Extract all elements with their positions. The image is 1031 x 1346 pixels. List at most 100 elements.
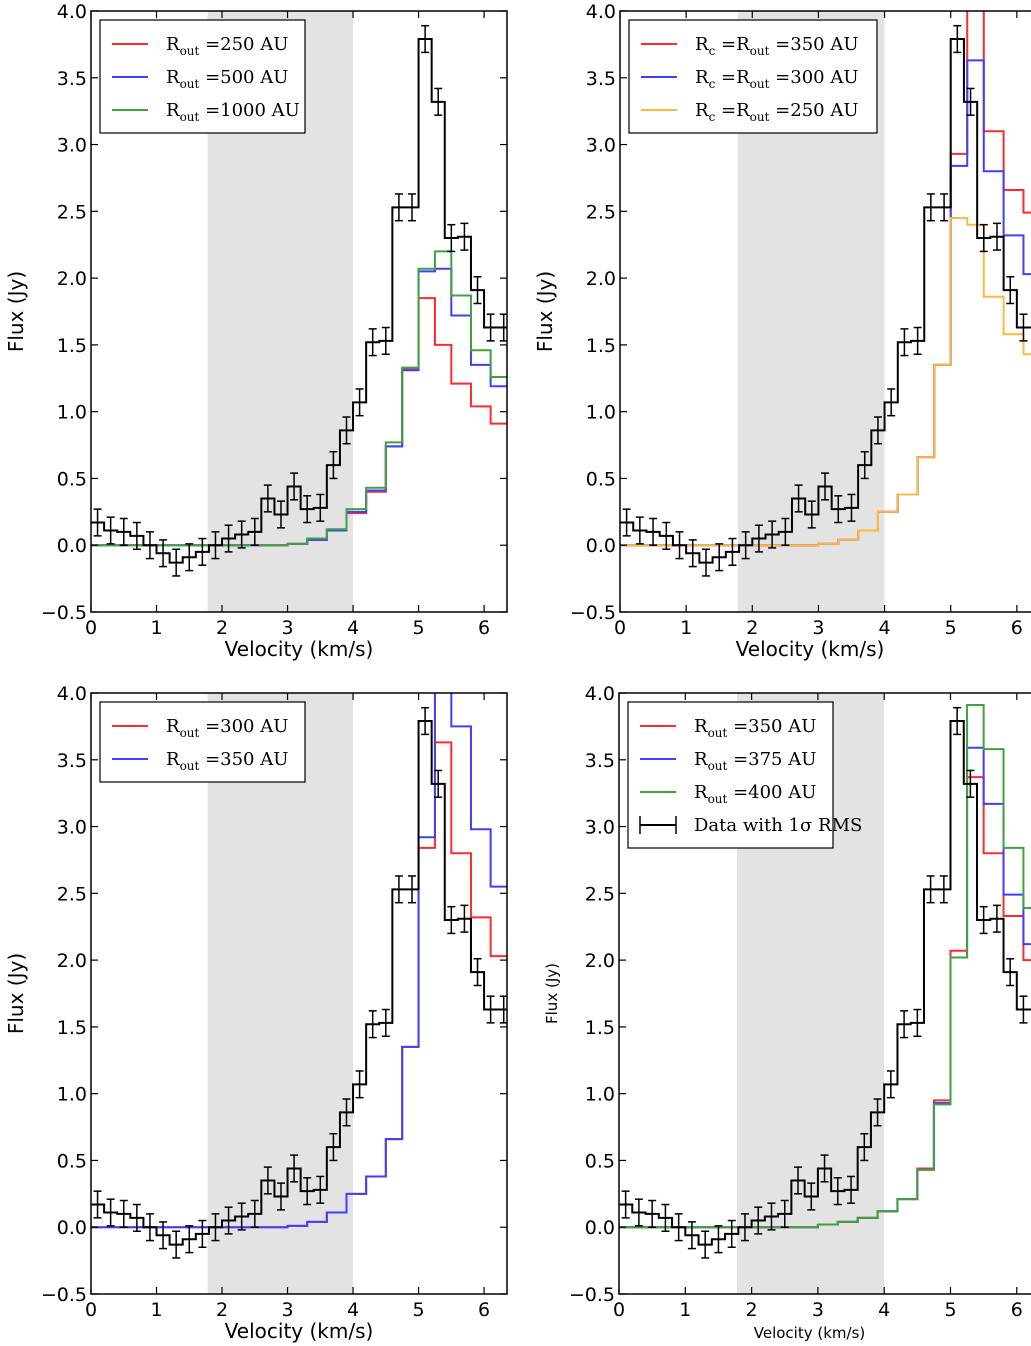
chart-panel-bottom-right: −0.5 0.0 0.5 1.0 1.5 2.0 2.5 3.0 3.5 4.0 0 1 2 3 4 5 6 Ve… [543,683,1031,1342]
y-tick-label: 1.5 [586,335,616,357]
y-tick-label: 3.0 [585,817,615,839]
error-bar [767,1202,776,1231]
model-series-2 [91,693,507,1229]
y-tick-label: 4.0 [57,1,87,23]
error-bar [727,1219,736,1249]
error-bar [132,1203,141,1232]
x-tick-label: 2 [746,1299,758,1321]
error-bar [953,24,962,54]
error-bar [263,1166,272,1195]
error-bar [159,1221,168,1250]
error-bar [290,1154,299,1183]
y-tick-label: −0.5 [41,1284,87,1306]
legend-entry: Rc =Rout =350 AU [695,34,859,58]
error-bar [926,875,935,904]
x-axis-label: Velocity (km/s) [225,1319,374,1343]
error-bar [355,1070,364,1099]
error-bar [408,193,417,222]
error-bar [913,326,922,355]
error-bar [701,548,710,577]
legend-box [99,19,306,134]
x-tick-label: 4 [347,617,359,639]
error-bar [434,87,443,116]
error-bar [675,531,684,560]
error-bar [250,1199,259,1228]
x-tick-label: 0 [85,617,97,639]
x-tick-label: 0 [85,1299,97,1321]
chart-panel-top-right: −0.5 0.0 0.5 1.0 1.5 2.0 2.5 3.0 3.5 4.0 0 1 2 3 4 5 6 Ve… [533,1,1031,661]
legend-entry: Rc =Rout =250 AU [695,100,859,124]
x-tick-label: 5 [944,1299,956,1321]
error-bar [159,539,168,568]
error-bar [754,524,763,553]
chart-panel-top-left: −0.5 0.0 0.5 1.0 1.5 2.0 2.5 3.0 3.5 4.0 0 1 2 3 4 5 6 Ve… [4,1,508,661]
legend-entry: Rout =1000 AU [166,100,300,124]
error-bar [145,1213,154,1242]
error-bar [224,1206,233,1235]
error-bar [674,1213,683,1242]
error-bar [224,524,233,553]
error-bar [198,537,207,567]
x-tick-label: 5 [413,617,425,639]
error-bar [185,1225,194,1254]
error-bar [634,1198,643,1227]
error-bar [276,500,285,529]
model-series-3 [619,704,1031,1229]
y-tick-label: −0.5 [569,1284,615,1306]
x-axis-label: Velocity (km/s) [225,637,374,661]
error-bar [119,517,128,546]
error-bar [421,24,430,54]
x-axis-label: Velocity (km/s) [754,1324,865,1342]
legend: Rc =Rout =350 AU Rc =Rout =300 AU Rc =Rout… [628,19,878,134]
error-bar [434,769,443,798]
y-tick-label: 0.5 [57,1150,87,1172]
x-tick-label: 3 [812,1299,824,1321]
error-bar [473,958,482,987]
y-axis-label: Flux (Jy) [533,271,557,352]
y-tick-label: 3.5 [57,750,87,772]
y-tick-label: 1.0 [57,1084,87,1106]
x-tick-label: 2 [216,1299,228,1321]
error-bar [460,904,469,933]
error-bar [329,450,338,480]
error-bar [833,1177,842,1206]
x-tick-label: 2 [216,617,228,639]
error-bar [145,531,154,560]
error-bar [649,517,658,546]
error-bar [303,1177,312,1206]
error-bar [781,517,790,546]
y-tick-label: 3.5 [57,68,87,90]
x-tick-label: 1 [680,617,692,639]
chart-panel-bottom-left: −0.5 0.0 0.5 1.0 1.5 2.0 2.5 3.0 3.5 4.0 0 1 2 3 4 5 6 Ve… [4,683,508,1343]
error-bar [847,493,856,522]
error-bar [794,1166,803,1195]
x-tick-label: 1 [150,1299,162,1321]
error-bar [211,531,220,560]
x-tick-label: 6 [1011,1299,1023,1321]
y-tick-label: 3.5 [586,68,616,90]
error-bar [119,1199,128,1228]
x-tick-label: 3 [281,1299,293,1321]
error-bar [1019,995,1028,1024]
y-axis-label: Flux (Jy) [543,963,561,1024]
error-bar [873,1098,882,1127]
x-tick-label: 4 [879,617,891,639]
y-tick-label: 1.5 [57,335,87,357]
error-bar [421,706,430,736]
error-bar [447,223,456,253]
error-bar [303,495,312,524]
error-bar [447,905,456,935]
model-series-3 [91,250,507,547]
legend-entry-data: Data with 1σ RMS [694,815,862,836]
error-bar [621,1190,630,1219]
y-tick-label: 1.5 [57,1017,87,1039]
legend-entry: Rout =375 AU [694,749,816,773]
error-bar [473,276,482,305]
x-tick-label: 4 [347,1299,359,1321]
error-bar [342,1098,351,1127]
x-tick-label: 3 [812,617,824,639]
y-tick-label: 2.5 [585,883,615,905]
error-bar [887,388,896,417]
x-tick-label: 5 [413,1299,425,1321]
error-bar [780,1199,789,1228]
